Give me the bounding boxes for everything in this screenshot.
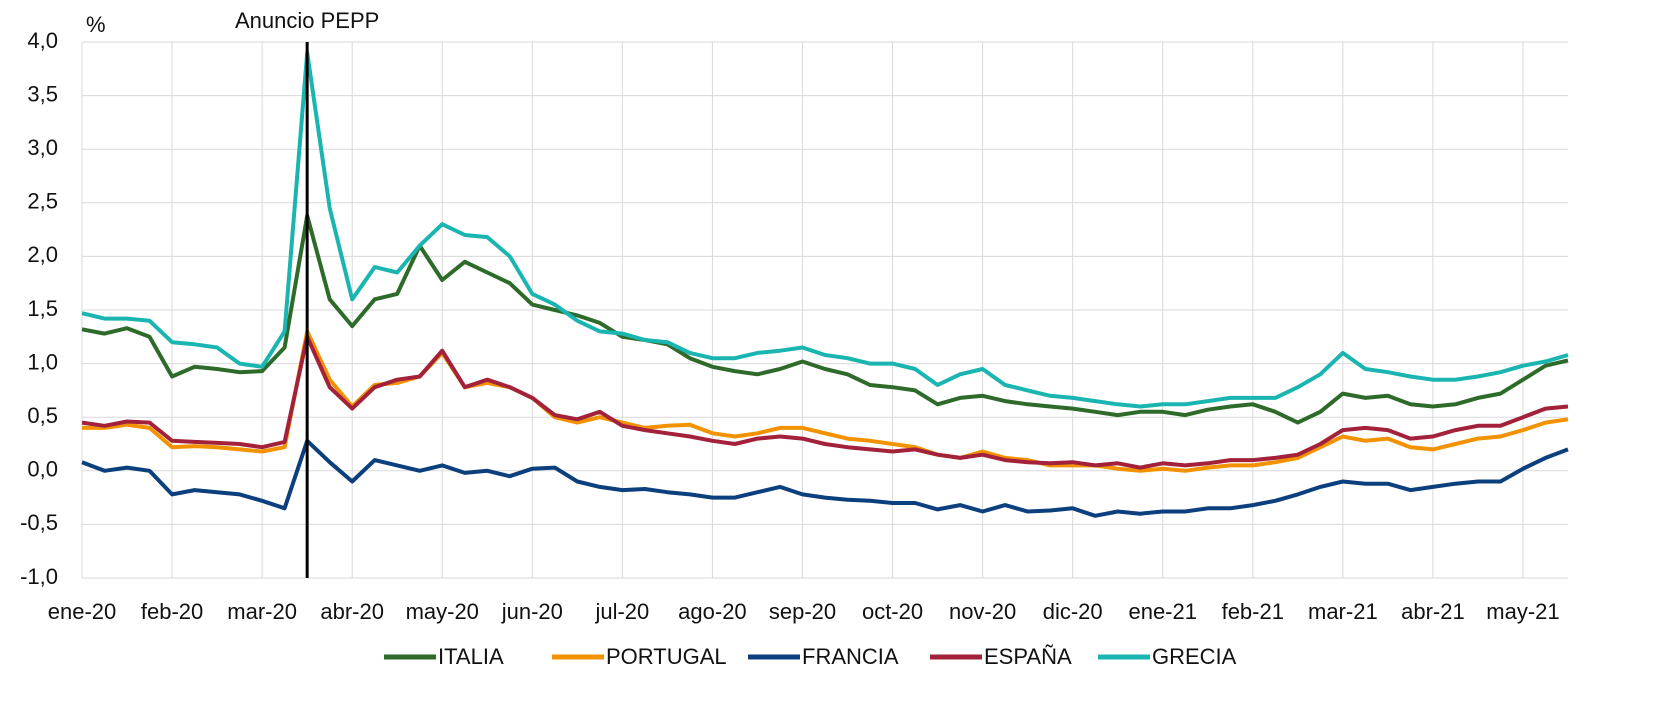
series-line xyxy=(82,329,1569,473)
y-tick-label: 0,0 xyxy=(27,457,58,482)
series-line xyxy=(81,213,1569,425)
x-tick-label: abr-20 xyxy=(320,599,384,624)
x-tick-label: nov-20 xyxy=(949,599,1016,624)
x-tick-label: feb-21 xyxy=(1222,599,1284,624)
y-unit-label: % xyxy=(86,12,106,37)
x-tick-label: ago-20 xyxy=(678,599,747,624)
legend-label: ESPAÑA xyxy=(984,644,1072,669)
series-line xyxy=(81,50,1569,409)
y-tick-label: -0,5 xyxy=(20,510,58,535)
y-tick-label: 2,0 xyxy=(27,242,58,267)
x-tick-label: jun-20 xyxy=(501,599,563,624)
x-tick-label: mar-20 xyxy=(227,599,297,624)
x-tick-label: may-21 xyxy=(1486,599,1559,624)
y-tick-label: 4,0 xyxy=(27,28,58,53)
y-tick-label: 3,0 xyxy=(27,135,58,160)
x-tick-label: ene-21 xyxy=(1128,599,1197,624)
x-tick-label: oct-20 xyxy=(862,599,923,624)
y-tick-label: 0,5 xyxy=(27,403,58,428)
y-tick-label: 2,5 xyxy=(27,189,58,214)
y-tick-label: -1,0 xyxy=(20,564,58,589)
legend-label: FRANCIA xyxy=(802,644,899,669)
x-tick-label: ene-20 xyxy=(48,599,117,624)
x-tick-label: feb-20 xyxy=(141,599,203,624)
series-line xyxy=(81,438,1569,518)
x-tick-label: dic-20 xyxy=(1043,599,1103,624)
x-tick-label: abr-21 xyxy=(1401,599,1465,624)
y-tick-label: 3,5 xyxy=(27,81,58,106)
legend-label: GRECIA xyxy=(1152,644,1237,669)
annotation-label: Anuncio PEPP xyxy=(235,8,379,33)
x-tick-label: sep-20 xyxy=(769,599,836,624)
legend-label: PORTUGAL xyxy=(606,644,727,669)
x-tick-label: jul-20 xyxy=(594,599,649,624)
x-tick-label: may-20 xyxy=(406,599,479,624)
y-tick-label: 1,5 xyxy=(27,296,58,321)
legend-label: ITALIA xyxy=(438,644,504,669)
y-tick-label: 1,0 xyxy=(27,349,58,374)
series-line xyxy=(81,334,1569,470)
x-tick-label: mar-21 xyxy=(1308,599,1378,624)
